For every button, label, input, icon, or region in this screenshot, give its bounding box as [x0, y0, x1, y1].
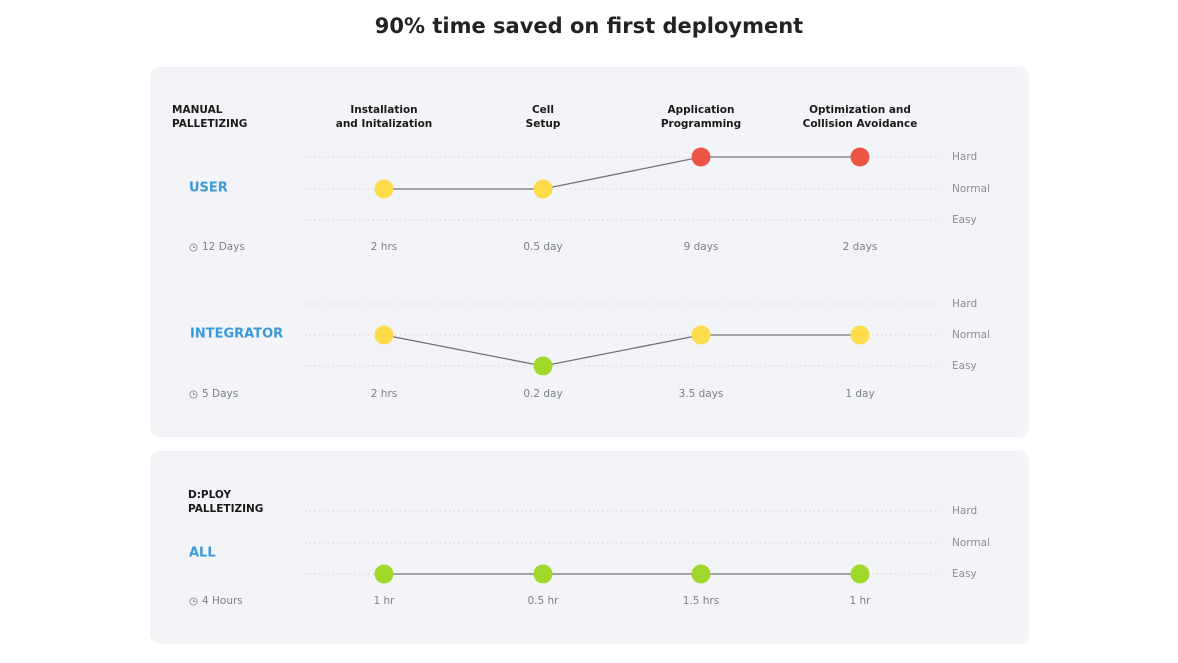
series-label-integrator: INTEGRATOR	[190, 326, 284, 342]
dploy-palletizing-panel	[150, 451, 1029, 644]
data-point-integrator-3	[850, 325, 870, 345]
level-label-hard: Hard	[952, 298, 978, 310]
clock-icon	[189, 242, 198, 252]
data-point-all-3	[850, 564, 870, 584]
level-label-easy: Easy	[952, 568, 977, 580]
series-label-all: ALL	[189, 545, 216, 561]
column-header-line: Setup	[525, 118, 561, 130]
level-label-normal: Normal	[952, 183, 990, 195]
clock-icon	[189, 596, 198, 606]
level-label-normal: Normal	[952, 329, 990, 341]
duration-label: 2 hrs	[370, 241, 398, 253]
column-header-line: Cell	[531, 104, 555, 116]
level-label-normal: Normal	[952, 537, 990, 549]
series-total: 4 Hours	[189, 595, 243, 607]
level-label-easy: Easy	[952, 214, 977, 226]
level-label-hard: Hard	[952, 505, 978, 517]
column-header-installation: Installation and Initalization	[336, 103, 433, 131]
duration-label: 1 hr	[373, 595, 395, 607]
dploy-label-line1: D:PLOY	[188, 489, 232, 501]
column-header-line: and Initalization	[335, 118, 433, 130]
duration-label: 0.5 day	[523, 241, 563, 253]
manual-palletizing-panel	[150, 67, 1029, 437]
series-total-value: 5 Days	[202, 388, 239, 400]
series-total: 5 Days	[189, 388, 238, 400]
manual-label-line1: MANUAL	[172, 104, 223, 116]
series-line-user	[384, 156, 860, 190]
manual-label-line2: PALLETIZING	[172, 118, 248, 130]
duration-label: 1 day	[845, 388, 875, 400]
duration-label: 0.2 day	[523, 388, 563, 400]
column-header-optimization: Optimization and Collision Avoidance	[803, 103, 918, 131]
column-header-line: Programming	[660, 118, 742, 130]
data-point-user-3	[850, 147, 870, 167]
column-header-line: Application	[667, 104, 735, 116]
duration-label: 9 days	[683, 241, 719, 253]
data-point-all-0	[374, 564, 394, 584]
data-point-user-2	[691, 147, 711, 167]
duration-label: 0.5 hr	[527, 595, 559, 607]
column-header-application-programming: Application Programming	[661, 103, 741, 131]
data-point-user-1	[533, 179, 553, 199]
manual-palletizing-label: MANUAL PALLETIZING	[172, 103, 247, 131]
series-line-integrator	[383, 334, 860, 367]
duration-label: 2 days	[842, 241, 878, 253]
column-header-cell-setup: Cell Setup	[526, 103, 561, 131]
data-point-integrator-1	[533, 356, 553, 376]
data-point-user-0	[374, 179, 394, 199]
column-header-line: Collision Avoidance	[802, 118, 918, 130]
data-point-integrator-0	[374, 325, 394, 345]
level-label-easy: Easy	[952, 360, 977, 372]
dploy-palletizing-label: D:PLOY PALLETIZING	[188, 488, 263, 516]
data-point-all-2	[691, 564, 711, 584]
series-total-value: 12 Days	[202, 241, 245, 253]
data-point-all-1	[533, 564, 553, 584]
column-header-line: Optimization and	[809, 104, 911, 116]
duration-label: 1.5 hrs	[682, 595, 720, 607]
duration-label: 3.5 days	[678, 388, 724, 400]
duration-label: 2 hrs	[370, 388, 398, 400]
series-label-user: USER	[189, 180, 228, 196]
data-point-integrator-2	[691, 325, 711, 345]
column-header-line: Installation	[350, 104, 418, 116]
series-total-value: 4 Hours	[202, 595, 243, 607]
page-title: 90% time saved on first deployment	[374, 14, 804, 38]
clock-icon	[189, 389, 198, 399]
duration-label: 1 hr	[849, 595, 871, 607]
level-label-hard: Hard	[952, 151, 978, 163]
series-total: 12 Days	[189, 241, 245, 253]
dploy-label-line2: PALLETIZING	[188, 503, 264, 515]
